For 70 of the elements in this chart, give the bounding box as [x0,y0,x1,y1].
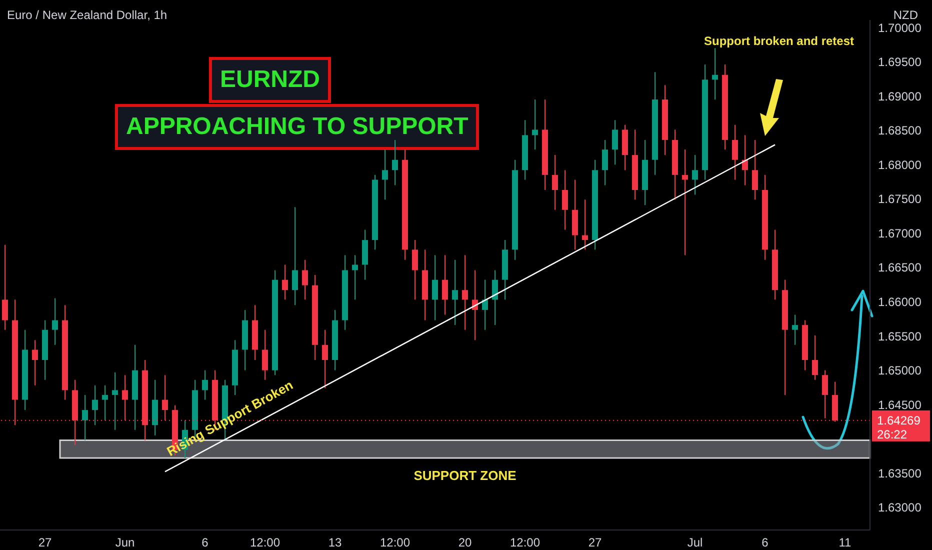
candlestick [302,259,308,300]
candlestick [602,139,608,186]
candlestick [2,244,8,330]
y-tick-label: 1.68500 [878,124,922,138]
x-tick-label: Jul [687,536,703,550]
candlestick [392,139,398,186]
ref-line-label: 1.64269 [877,413,921,428]
y-axis-title: NZD [893,8,918,22]
annotation: Support broken and retest [704,34,854,48]
candlestick [82,394,88,441]
x-tick-label: 20 [458,536,472,550]
y-tick-label: 1.66500 [878,260,922,275]
candlestick [262,329,268,380]
candlestick [612,120,618,166]
y-tick-label: 1.70000 [878,20,922,35]
candlestick [52,298,58,346]
y-tick-label: 1.65500 [878,329,922,344]
y-tick-label: 1.68000 [878,158,922,172]
candlestick [712,48,718,100]
x-tick-label: 12:00 [510,536,540,550]
candlestick [282,264,288,300]
candlestick [452,259,458,326]
annotation: APPROACHING TO SUPPORT [115,104,480,150]
candlestick [582,199,588,250]
text: 26:22 [877,427,908,442]
candlestick [352,254,358,300]
candlestick [732,124,738,180]
x-tick-label: 27 [588,536,602,550]
x-tick-label: 6 [202,536,209,550]
y-tick-label: 1.67000 [878,226,922,240]
annotation: EURNZD [209,57,331,103]
x-tick-label: 12:00 [250,536,280,550]
y-tick-label: 1.65000 [878,364,922,378]
x-tick-label: 13 [328,536,342,550]
y-tick-label: 1.69000 [878,89,922,104]
candlestick [292,206,298,306]
candlestick [692,154,698,196]
candlestick [322,329,328,389]
y-tick-label: 1.63500 [878,466,922,480]
chart-title: Euro / New Zealand Dollar, 1h [7,8,168,22]
y-tick-label: 1.66000 [878,294,922,309]
candlestick [112,372,118,430]
candlestick [442,254,448,316]
candlestick [32,340,38,386]
y-tick-label: 1.64500 [878,398,922,412]
candlestick [412,240,418,300]
candlestick [92,384,98,426]
x-tick-label: 12:00 [380,536,410,550]
x-tick-label: 11 [838,536,852,550]
x-tick-label: Jun [115,536,135,550]
y-tick-label: 1.67500 [878,192,922,206]
candlestick [552,154,558,210]
candlestick [432,254,438,321]
band-label: SUPPORT ZONE [414,468,517,484]
candlestick [682,149,688,256]
candlestick [102,384,108,421]
candlestick [382,149,388,200]
y-tick-label: 1.69500 [878,55,922,70]
candlestick [492,270,498,326]
candlestick [812,334,818,380]
candlestick [482,279,488,330]
x-tick-label: 6 [762,536,769,550]
candlestick [532,99,538,150]
x-tick-label: 27 [38,536,52,550]
candlestick [462,254,468,330]
candlestick [792,314,798,346]
candlestick [202,370,208,400]
candlestick [752,139,758,200]
y-tick-label: 1.63000 [878,500,922,515]
candlestick [562,170,568,230]
